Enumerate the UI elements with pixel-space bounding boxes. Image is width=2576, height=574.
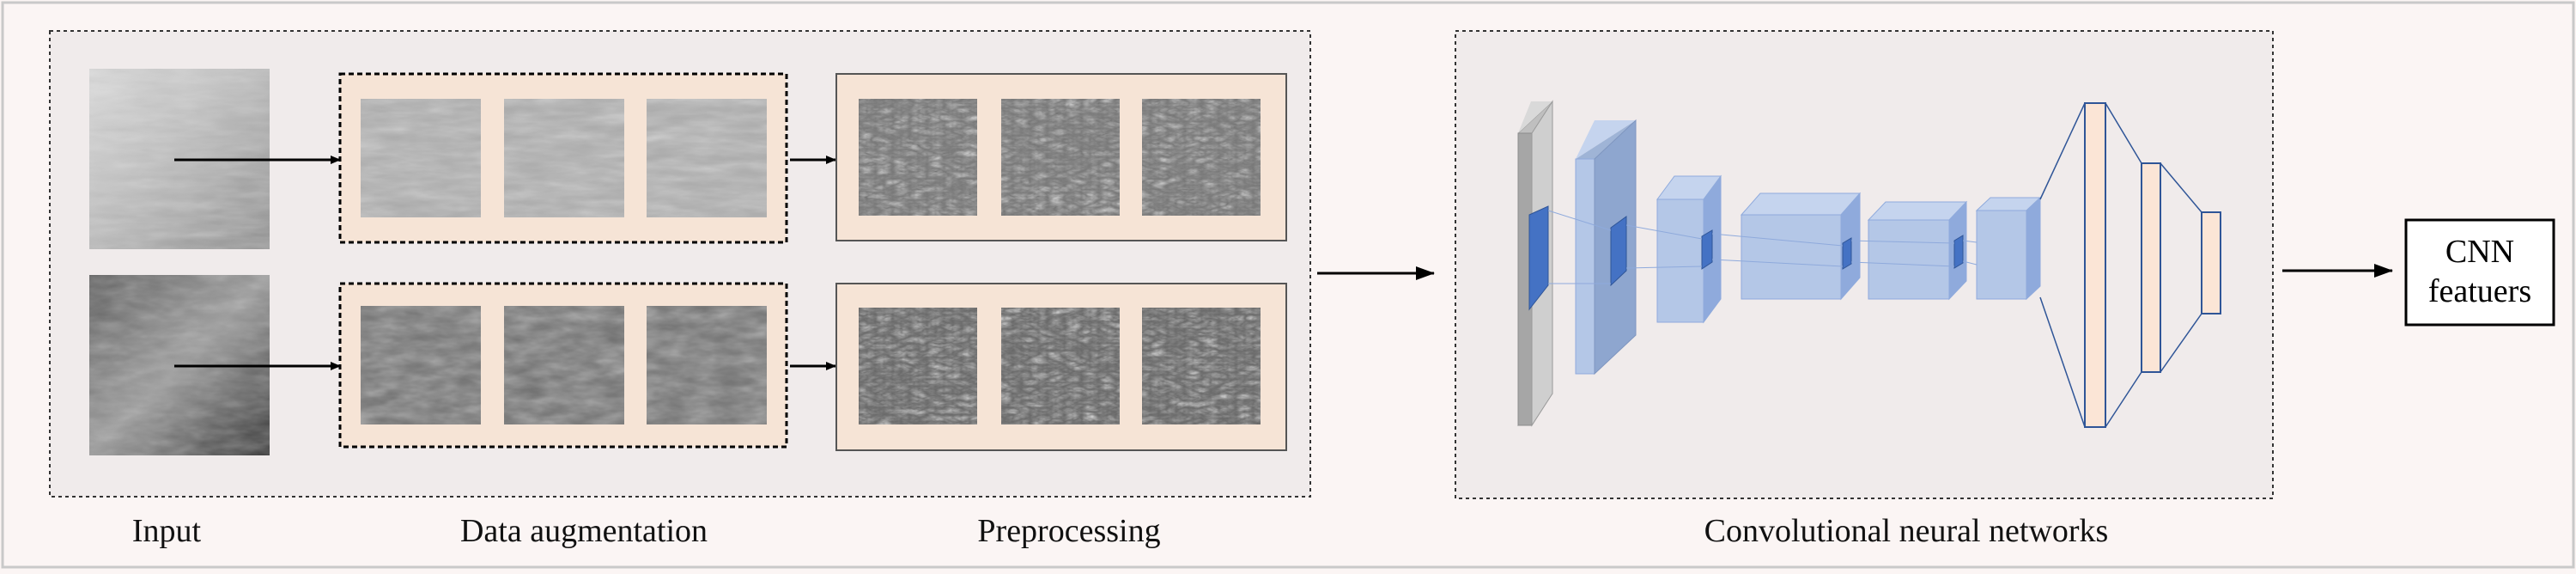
- preprocessing-group-1: [835, 73, 1287, 241]
- label-data-augmentation: Data augmentation: [459, 513, 708, 549]
- fc-layer-3: [2201, 211, 2221, 314]
- label-cnn: Convolutional neural networks: [1704, 513, 2109, 549]
- cnn-features-box: [2404, 218, 2555, 327]
- output-label: CNN featuers: [2406, 232, 2554, 311]
- label-input: Input: [131, 513, 202, 549]
- cnn-conv-layer-3: [1740, 192, 1862, 301]
- cnn-conv-layer-2: [1656, 174, 1722, 324]
- augmentation-group-2: [338, 282, 788, 449]
- cnn-conv-layer-1: [1575, 119, 1637, 376]
- cnn-conv-layer-5: [1975, 196, 2042, 301]
- preprocessing-group-2: [835, 283, 1287, 451]
- augmentation-group-1: [338, 72, 788, 244]
- cnn-input-layer: [1517, 100, 1553, 427]
- fc-layer-2: [2141, 162, 2161, 373]
- fc-layer-1: [2084, 102, 2106, 428]
- output-label-line-2: featuers: [2427, 273, 2532, 309]
- label-preprocessing: Preprocessing: [977, 513, 1161, 549]
- output-label-line-1: CNN: [2445, 234, 2515, 270]
- cnn-conv-layer-4: [1867, 200, 1968, 301]
